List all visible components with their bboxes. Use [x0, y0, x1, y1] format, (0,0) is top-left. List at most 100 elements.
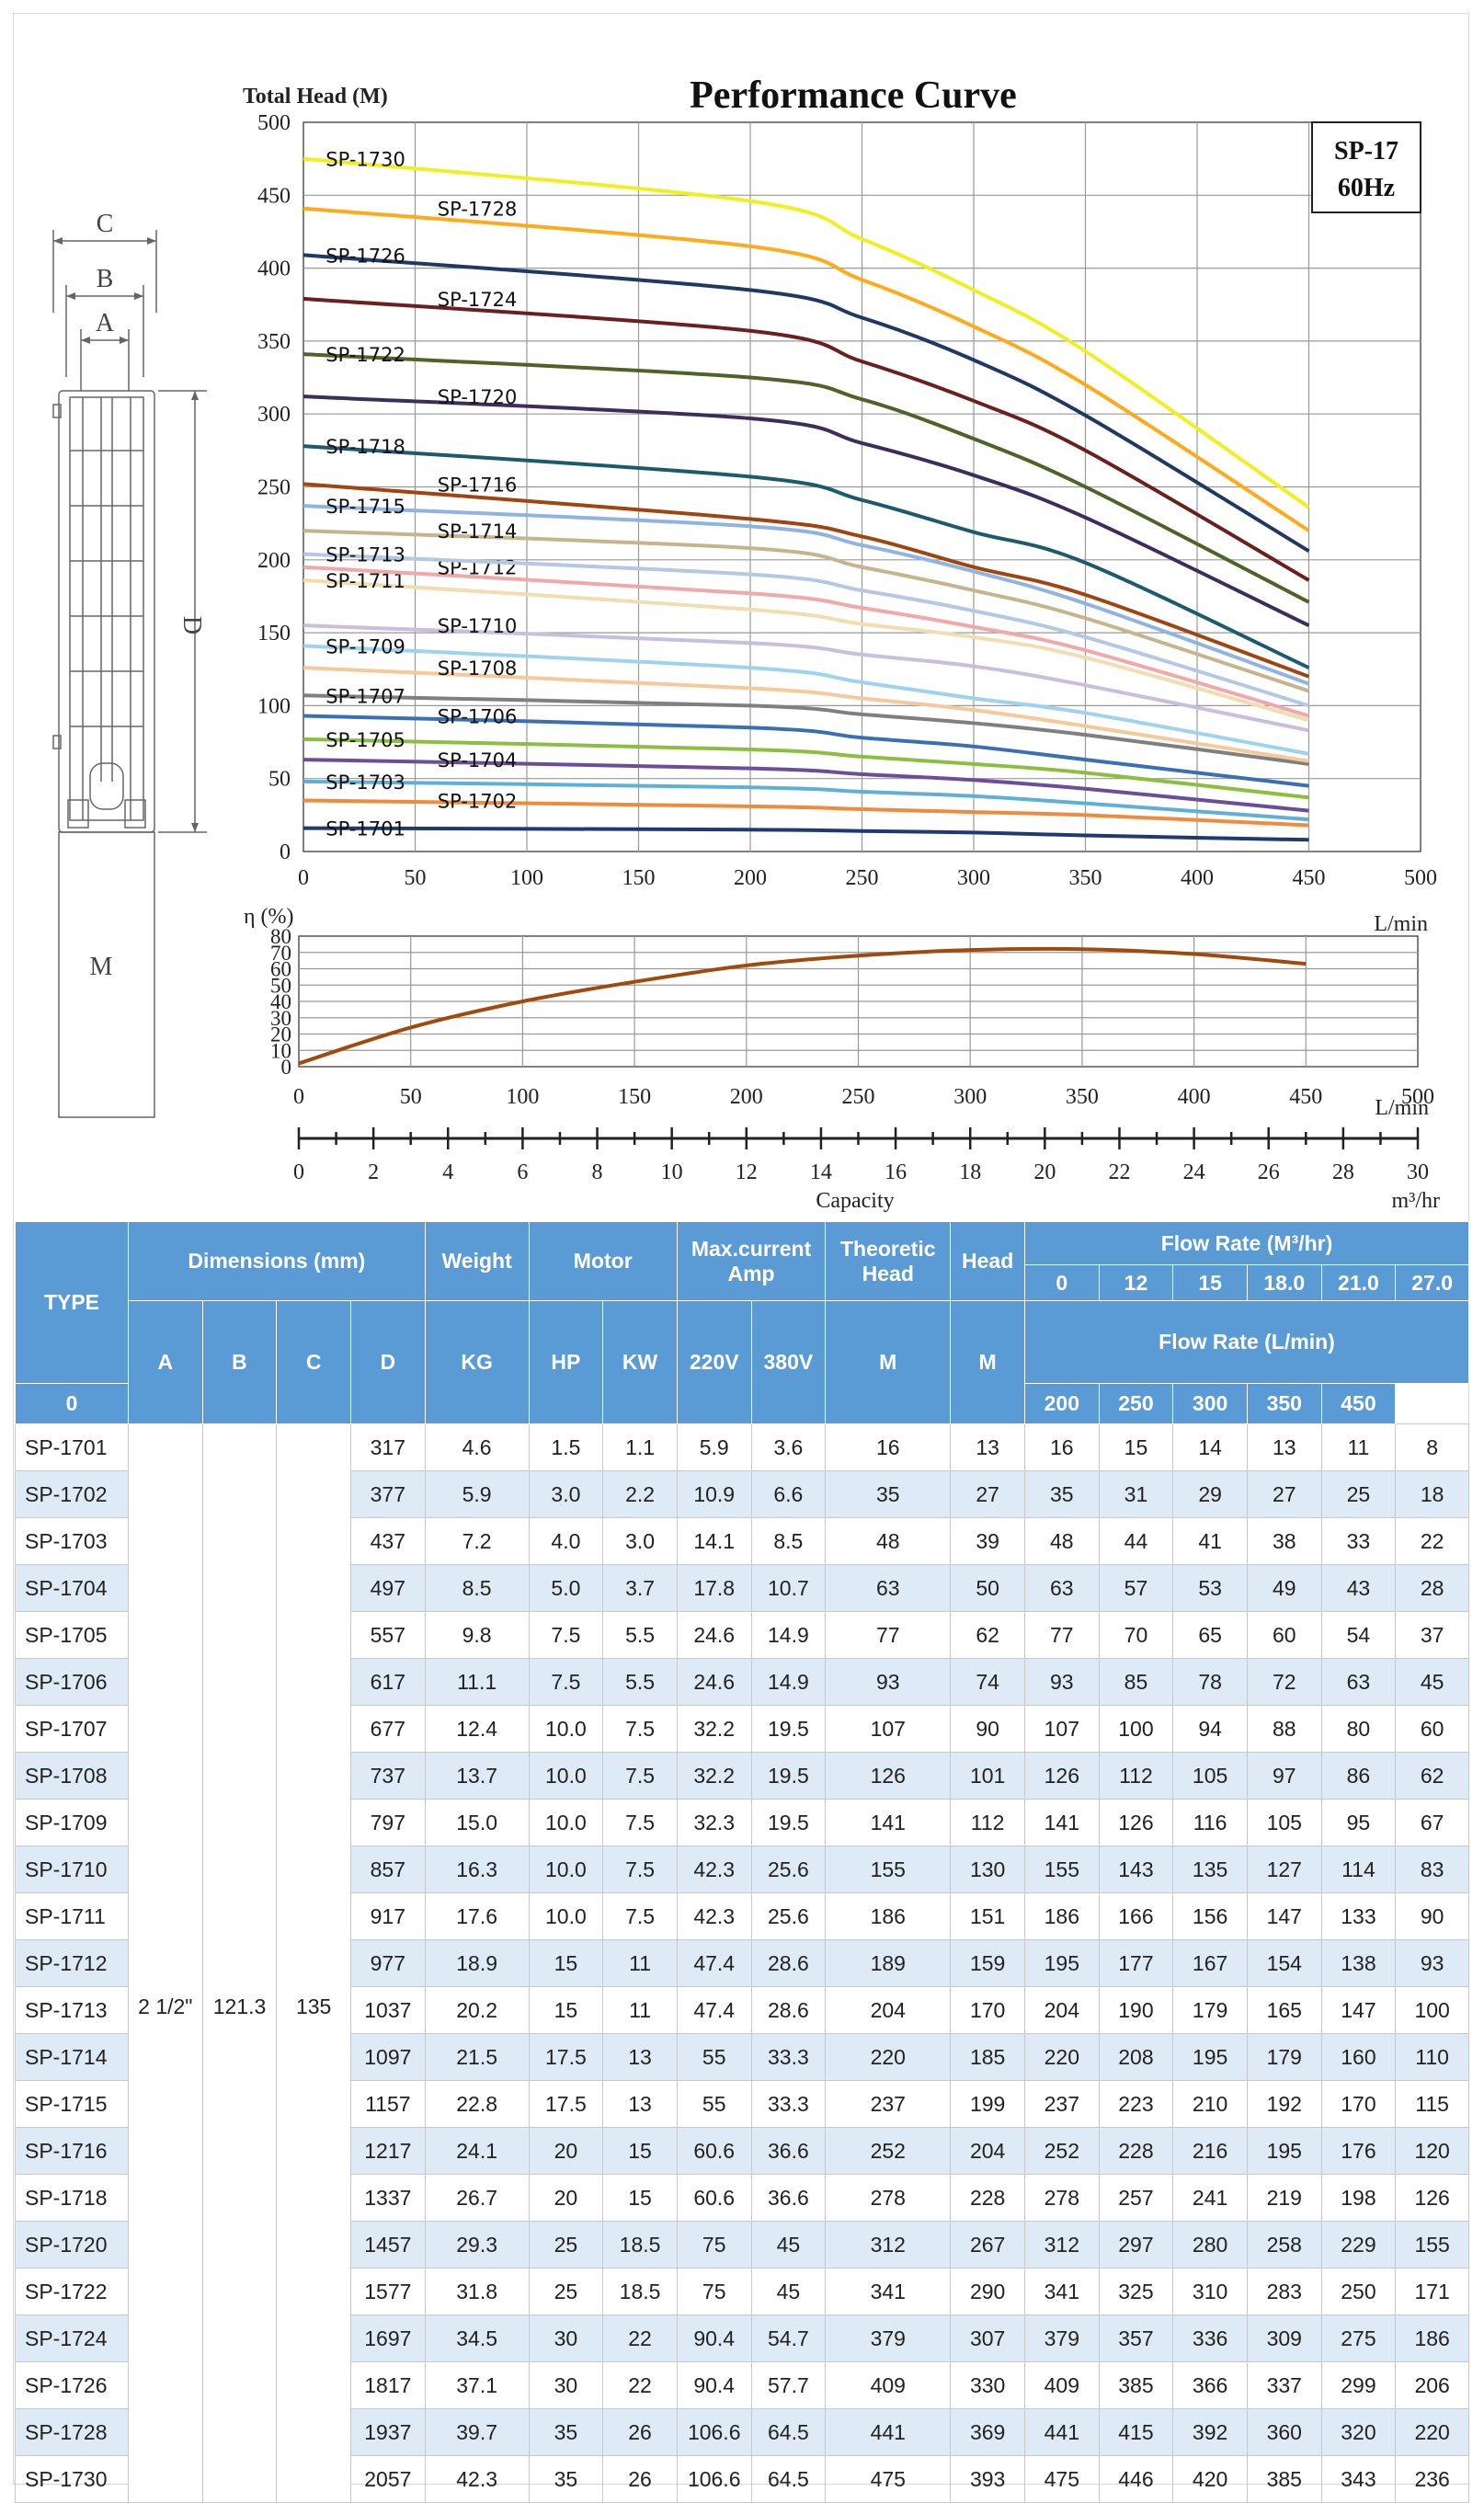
- hp-cell: 20: [528, 2127, 604, 2175]
- flow-cell: 155: [1395, 2221, 1469, 2269]
- amp-220v-cell: 24.6: [676, 1658, 752, 1706]
- flow-cell: 15: [1098, 1423, 1174, 1471]
- flow-lmin-cell: 300: [1172, 1383, 1248, 1424]
- eff-y-tick-label: 60: [270, 958, 291, 981]
- series-label: SP-1709: [325, 635, 405, 657]
- amp-380v-cell: 28.6: [750, 1986, 827, 2034]
- series-line: [303, 758, 1309, 813]
- y-tick-label: 400: [257, 257, 291, 281]
- dim-d-cell: 1217: [349, 2127, 426, 2175]
- series-line: [303, 714, 1309, 788]
- type-cell: SP-1711: [15, 1892, 129, 1940]
- flow-cell: 257: [1098, 2174, 1174, 2222]
- flow-cell: 179: [1246, 2033, 1322, 2081]
- flow-cell: 195: [1023, 1939, 1100, 1987]
- type-cell: SP-1722: [15, 2268, 129, 2315]
- theoretic-head-cell: 278: [825, 2174, 952, 2222]
- series-line: [303, 623, 1309, 733]
- flow-cell: 186: [1395, 2314, 1469, 2362]
- head-cell: 267: [950, 2221, 1025, 2269]
- hp-cell: 30: [528, 2361, 604, 2409]
- x-tick-label: 300: [957, 866, 990, 890]
- flow-cell: 165: [1246, 1986, 1322, 2034]
- series-line: [303, 737, 1309, 800]
- amp-380v-cell: 6.6: [750, 1470, 827, 1518]
- flow-cell: 88: [1246, 1705, 1322, 1753]
- flow-cell: 93: [1023, 1658, 1100, 1706]
- amp-220v-cell: 60.6: [676, 2174, 752, 2222]
- y-tick-label: 100: [257, 694, 291, 718]
- table-row: SP-1705 557 9.8 7.5 5.5 24.6 14.9 77 62 77 70 65 60 5…: [15, 1611, 1469, 1659]
- type-cell: SP-1713: [15, 1986, 129, 2034]
- flow-cell: 280: [1172, 2221, 1248, 2269]
- flow-cell: 49: [1246, 1564, 1322, 1612]
- flow-cell: 360: [1246, 2408, 1322, 2456]
- eff-x-tick-label: 150: [618, 1085, 651, 1109]
- amp-380v-cell: 19.5: [750, 1752, 827, 1800]
- flow-cell: 16: [1023, 1423, 1100, 1471]
- y-tick-label: 450: [257, 184, 291, 208]
- flow-cell: 160: [1320, 2033, 1397, 2081]
- flow-cell: 126: [1023, 1752, 1100, 1800]
- eff-x-tick-label: 50: [400, 1085, 422, 1109]
- flow-cell: 65: [1172, 1611, 1248, 1659]
- theoretic-head-cell: 409: [825, 2361, 952, 2409]
- amp-380v-cell: 64.5: [750, 2455, 827, 2503]
- flow-cell: 33: [1320, 1517, 1397, 1565]
- amp-220v-cell: 106.6: [676, 2455, 752, 2503]
- table-row: SP-1703 437 7.2 4.0 3.0 14.1 8.5 48 39 48 44 41 38 33…: [15, 1517, 1469, 1565]
- x-tick-label: 50: [405, 866, 427, 890]
- hp-cell: 10.0: [528, 1892, 604, 1940]
- flow-m3-cell: 18.0: [1246, 1264, 1322, 1301]
- table-row: SP-1710 857 16.3 10.0 7.5 42.3 25.6 155 130 155 14…: [15, 1846, 1469, 1893]
- flow-cell: 143: [1098, 1846, 1174, 1893]
- dim-d-cell: 437: [349, 1517, 426, 1565]
- amp-220v-cell: 47.4: [676, 1939, 752, 1987]
- table-row: SP-1701 2 1/2" 121.3 135 317 4.6 1.5 1.1 5.9 3.6 1…: [15, 1423, 1469, 2503]
- flow-cell: 60: [1246, 1611, 1322, 1659]
- type-cell: SP-1710: [15, 1846, 129, 1893]
- amp-380v-cell: 36.6: [750, 2127, 827, 2175]
- hp-cell: 1.5: [528, 1423, 604, 1471]
- flow-cell: 83: [1395, 1846, 1469, 1893]
- flow-cell: 216: [1172, 2127, 1248, 2175]
- flow-cell: 379: [1023, 2314, 1100, 2362]
- theoretic-head-cell: 93: [825, 1658, 952, 1706]
- weight-cell: 22.8: [424, 2080, 530, 2128]
- series-label: SP-1722: [325, 344, 405, 366]
- flow-cell: 37: [1395, 1611, 1469, 1659]
- flow-cell: 156: [1172, 1892, 1248, 1940]
- flow-lmin-row: 0 200 250 300 350 450: [15, 1383, 1469, 1424]
- flow-lmin-cell: 450: [1320, 1383, 1397, 1424]
- eff-x-tick-label: 450: [1289, 1085, 1322, 1109]
- flow-cell: 278: [1023, 2174, 1100, 2222]
- table-row: SP-1726 1817 37.1 30 22 90.4 57.7 409 330 409 385 3…: [15, 2361, 1469, 2409]
- weight-cell: 26.7: [424, 2174, 530, 2222]
- theoretic-head-cell: 220: [825, 2033, 952, 2081]
- flow-cell: 29: [1172, 1470, 1248, 1518]
- flow-lmin-cell: 250: [1098, 1383, 1174, 1424]
- flow-cell: 167: [1172, 1939, 1248, 1987]
- header-dim-a: A: [128, 1300, 203, 1424]
- head-cell: 170: [950, 1986, 1025, 2034]
- flow-cell: 18: [1395, 1470, 1469, 1518]
- kw-cell: 26: [602, 2408, 678, 2456]
- flow-cell: 62: [1395, 1752, 1469, 1800]
- theoretic-head-cell: 77: [825, 1611, 952, 1659]
- series-line: [303, 352, 1310, 604]
- flow-cell: 78: [1172, 1658, 1248, 1706]
- amp-220v-cell: 10.9: [676, 1470, 752, 1518]
- flow-cell: 475: [1023, 2455, 1100, 2503]
- head-cell: 39: [950, 1517, 1025, 1565]
- flow-cell: 14: [1172, 1423, 1248, 1471]
- weight-cell: 42.3: [424, 2455, 530, 2503]
- flow-cell: 114: [1320, 1846, 1397, 1893]
- flow-cell: 105: [1172, 1752, 1248, 1800]
- flow-cell: 237: [1023, 2080, 1100, 2128]
- kw-cell: 15: [602, 2174, 678, 2222]
- series-label: SP-1707: [325, 685, 405, 707]
- weight-cell: 21.5: [424, 2033, 530, 2081]
- flow-cell: 392: [1172, 2408, 1248, 2456]
- header-weight: Weight: [424, 1221, 530, 1301]
- flow-cell: 341: [1023, 2268, 1100, 2315]
